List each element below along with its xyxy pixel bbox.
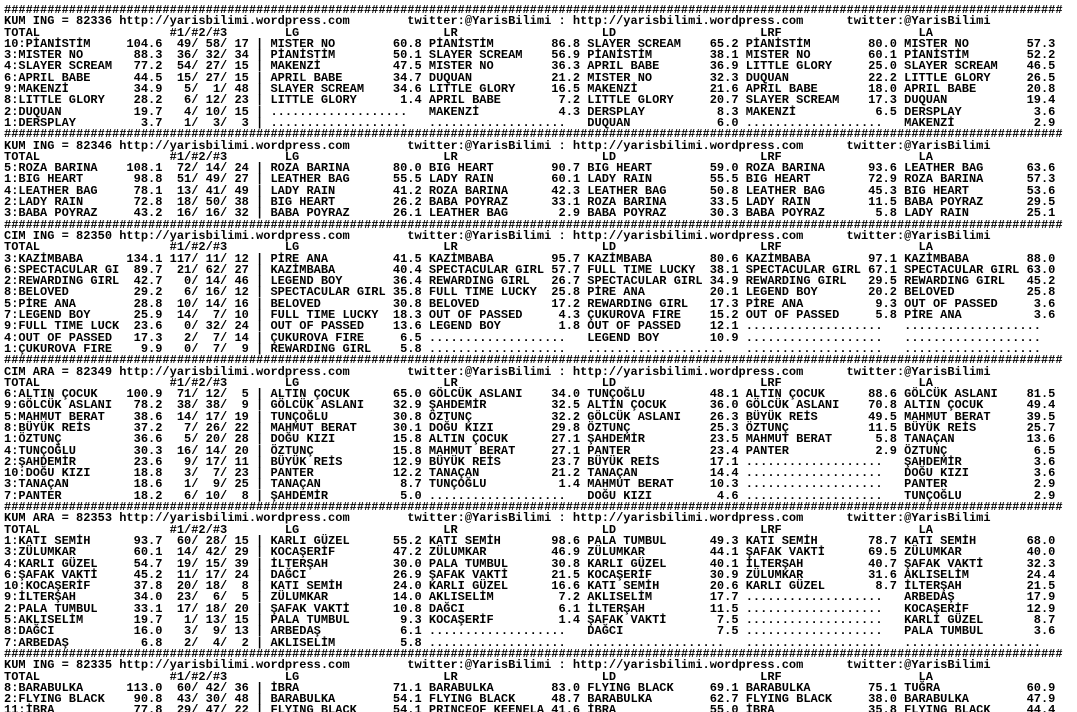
table-row: 8:BELOVED 29.2 6/ 16/ 12 | SPECTACULAR G… [4, 285, 1063, 300]
table-row: 10:PİANİSTİM 104.6 49/ 58/ 17 | MISTER N… [4, 36, 1063, 51]
race-section: ########################################… [4, 500, 1077, 650]
table-row: 6:ŞAFAK VAKTİ 45.2 11/ 17/ 24 | DAĞCI 26… [4, 567, 1063, 582]
table-row: 9:MAKENZİ 34.9 5/ 1/ 48 | SLAYER SCREAM … [4, 82, 1063, 97]
section-header: CIM ING = 82350 http://yarisbilimi.wordp… [4, 228, 991, 243]
section-divider: ########################################… [4, 127, 1063, 142]
table-row: 8:BÜYÜK REİS 37.2 7/ 26/ 22 | MAHMUT BER… [4, 420, 1063, 435]
section-divider: ########################################… [4, 3, 1063, 17]
column-header: TOTAL #1/#2/#3 LG LR LD LRF LA [4, 522, 933, 537]
section-divider: ########################################… [4, 217, 1063, 232]
table-row: 2:PALA TUMBUL 33.1 17/ 18/ 20 | ŞAFAK VA… [4, 601, 1063, 616]
table-row: 9:FULL TIME LUCK 23.6 0/ 32/ 24 | OUT OF… [4, 319, 1063, 334]
table-row: 5:PİRE ANA 28.8 10/ 14/ 16 | BELOVED 30.… [4, 296, 1063, 311]
column-header: TOTAL #1/#2/#3 LG LR LD LRF LA [4, 240, 933, 255]
table-row: 5:MAHMUT BERAT 38.6 14/ 17/ 19 | TUNÇOĞL… [4, 409, 1063, 424]
table-row: 8:DAĞCI 16.0 3/ 9/ 13 | ARBEDAŞ 6.1 ....… [4, 624, 1063, 639]
table-row: 1:ÖZTUNÇ 36.6 5/ 20/ 28 | DOĞU KIZI 15.8… [4, 432, 1063, 447]
table-row: 3:ZÜLUMKAR 60.1 14/ 42/ 29 | KOCAŞERİF 4… [4, 545, 1063, 560]
section-header: CIM ARA = 82349 http://yarisbilimi.wordp… [4, 364, 991, 379]
table-row: 3:TANAÇAN 18.6 1/ 9/ 25 | TANAÇAN 8.7 TU… [4, 477, 1063, 492]
column-header: TOTAL #1/#2/#3 LG LR LD LRF LA [4, 25, 933, 40]
table-row: 10:KOCAŞERİF 37.8 20/ 18/ 8 | KATI SEMİH… [4, 579, 1063, 594]
table-row: 2:LADY RAIN 72.8 18/ 50/ 38 | BIG HEART … [4, 195, 1063, 210]
section-header: KUM ING = 82335 http://yarisbilimi.wordp… [4, 658, 991, 673]
table-row: 4:SLAYER SCREAM 77.2 54/ 27/ 15 | MAKENZ… [4, 59, 1063, 74]
section-header: KUM ING = 82346 http://yarisbilimi.wordp… [4, 138, 991, 153]
table-row: 1:KATI SEMİH 93.7 60/ 28/ 15 | KARLI GÜZ… [4, 533, 1063, 548]
table-row: 5:AKLISELİM 19.7 1/ 13/ 15 | PALA TUMBUL… [4, 613, 1063, 628]
table-row: 4:OUT OF PASSED 17.3 2/ 7/ 14 | ÇUKUROVA… [4, 330, 1063, 345]
table-row: 6:SPECTACULAR GI 89.7 21/ 62/ 27 | KAZİM… [4, 262, 1063, 277]
section-header: KUM ARA = 82353 http://yarisbilimi.wordp… [4, 511, 991, 526]
table-row: 9:GÖLCÜK ASLANI 78.2 38/ 38/ 9 | GÖLCÜK … [4, 398, 1063, 413]
table-row: 7:LEGEND BOY 25.9 14/ 7/ 10 | FULL TIME … [4, 308, 1063, 323]
table-row: 6:APRIL BABE 44.5 15/ 27/ 15 | APRIL BAB… [4, 70, 1063, 85]
race-section: ########################################… [4, 353, 1077, 503]
race-section: ########################################… [4, 217, 1077, 356]
section-divider: ########################################… [4, 500, 1063, 515]
table-row: 3:KAZİMBABA 134.1 117/ 11/ 12 | PİRE ANA… [4, 251, 1063, 266]
section-divider: ########################################… [4, 353, 1063, 368]
table-row: 7:ARBEDAŞ 6.8 2/ 4/ 2 | AKLISELİM 5.8 ..… [4, 635, 1063, 650]
table-row: 11:İBRA 77.8 29/ 47/ 22 | FLYING BLACK 5… [4, 703, 1063, 712]
table-row: 9:İLTERŞAH 34.0 23/ 6/ 5 | ZÜLUMKAR 14.0… [4, 590, 1063, 605]
race-section: ########################################… [4, 3, 1077, 130]
table-row: 3:MISTER NO 88.3 36/ 32/ 34 | PİANİSTİM … [4, 48, 1063, 63]
section-header: KUM ING = 82336 http://yarisbilimi.wordp… [4, 14, 991, 29]
section-divider: ########################################… [4, 646, 1063, 661]
table-row: 2:FLYING BLACK 90.8 43/ 30/ 48 | BARABUL… [4, 692, 1063, 707]
table-row: 6:ALTIN ÇOCUK 100.9 71/ 12/ 5 | ALTIN ÇO… [4, 387, 1063, 402]
table-row: 4:KARLI GÜZEL 54.7 19/ 15/ 39 | İLTERŞAH… [4, 556, 1063, 571]
table-row: 8:BARABULKA 113.0 60/ 42/ 36 | İBRA 71.1… [4, 680, 1063, 695]
table-row: 1:BIG HEART 98.8 51/ 49/ 27 | LEATHER BA… [4, 172, 1063, 187]
table-row: 2:REWARDING GIRL 42.7 0/ 14/ 46 | LEGEND… [4, 274, 1063, 289]
race-section: ########################################… [4, 127, 1077, 221]
table-row: 8:LITTLE GLORY 28.2 6/ 12/ 23 | LITTLE G… [4, 93, 1063, 108]
table-row: 4:LEATHER BAG 78.1 13/ 41/ 49 | LADY RAI… [4, 183, 1063, 198]
table-row: 4:TUNÇOĞLU 30.3 16/ 14/ 20 | ÖZTUNÇ 15.8… [4, 443, 1063, 458]
race-section: ########################################… [4, 646, 1077, 712]
column-header: TOTAL #1/#2/#3 LG LR LD LRF LA [4, 149, 933, 164]
table-row: 2:ŞAHDEMİR 23.6 9/ 17/ 11 | BÜYÜK REİS 1… [4, 454, 1063, 469]
table-row: 3:BABA POYRAZ 43.2 16/ 16/ 32 | BABA POY… [4, 206, 1063, 221]
table-row: 5:ROZA BARINA 108.1 72/ 14/ 24 | ROZA BA… [4, 161, 1063, 176]
column-header: TOTAL #1/#2/#3 LG LR LD LRF LA [4, 669, 933, 684]
table-row: 1:DERSPLAY 3.7 1/ 3/ 3 | ...............… [4, 115, 1063, 130]
table-row: 2:DUQUAN 19.7 4/ 10/ 15 | ..............… [4, 104, 1063, 119]
table-row: 1:ÇUKUROVA FIRE 9.9 0/ 7/ 9 | REWARDING … [4, 341, 1063, 356]
table-row: 10:DOĞU KIZI 18.8 3/ 7/ 23 | PANTER 12.2… [4, 466, 1063, 481]
column-header: TOTAL #1/#2/#3 LG LR LD LRF LA [4, 375, 933, 390]
table-row: 7:PANTER 18.2 6/ 10/ 8 | ŞAHDEMİR 5.0 ..… [4, 488, 1063, 503]
